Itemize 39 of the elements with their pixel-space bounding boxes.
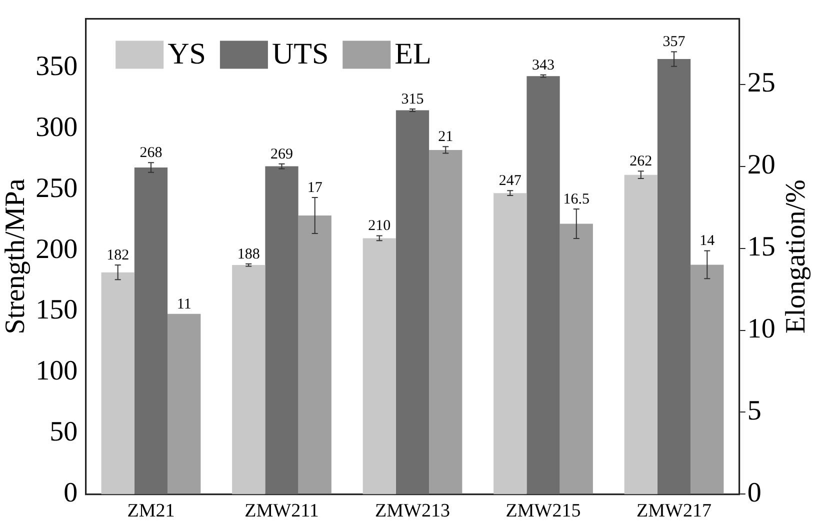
y-tick-label: 50 bbox=[50, 416, 78, 448]
data-label: 343 bbox=[532, 57, 555, 74]
legend-label: EL bbox=[394, 38, 432, 71]
data-label: 11 bbox=[176, 296, 192, 312]
y-tick-label: 250 bbox=[36, 172, 78, 204]
data-label: 14 bbox=[700, 233, 716, 250]
y2-tick-label: 10 bbox=[747, 314, 776, 345]
y2-tick-label: 20 bbox=[747, 150, 776, 181]
data-label: 188 bbox=[237, 246, 260, 262]
data-label: 315 bbox=[401, 91, 424, 108]
y2-axis-title: Elongation/% bbox=[780, 180, 812, 334]
legend-label: YS bbox=[168, 38, 206, 71]
y-tick-label: 350 bbox=[36, 50, 78, 82]
data-label: 182 bbox=[106, 247, 130, 264]
y2-tick-label: 15 bbox=[747, 232, 776, 263]
x-tick-label: ZMW217 bbox=[636, 500, 712, 522]
x-tick-label: ZMW213 bbox=[375, 500, 450, 522]
legend-label: UTS bbox=[272, 38, 329, 71]
y-axis-title: Strength/MPa bbox=[0, 178, 32, 334]
y2-tick-label: 0 bbox=[747, 478, 762, 509]
y-tick-label: 300 bbox=[36, 112, 78, 143]
data-label: 268 bbox=[140, 145, 162, 162]
y2-tick-label: 5 bbox=[747, 396, 762, 427]
y-tick-label: 150 bbox=[36, 294, 78, 326]
data-label: 247 bbox=[498, 173, 522, 190]
data-label: 17 bbox=[307, 180, 323, 196]
x-tick-label: ZM21 bbox=[127, 500, 175, 522]
data-label: 210 bbox=[368, 218, 391, 234]
data-label: 21 bbox=[438, 129, 454, 146]
x-tick-label: ZMW215 bbox=[506, 500, 581, 522]
data-label: 269 bbox=[270, 146, 293, 162]
data-label: 357 bbox=[662, 34, 686, 50]
y2-tick-label: 25 bbox=[747, 68, 776, 99]
x-tick-label: ZMW211 bbox=[244, 500, 319, 522]
y-tick-label: 100 bbox=[36, 356, 78, 387]
y-tick-label: 200 bbox=[36, 234, 78, 265]
data-label: 16.5 bbox=[563, 191, 590, 208]
data-label: 262 bbox=[630, 154, 652, 170]
y-tick-label: 0 bbox=[64, 478, 78, 509]
